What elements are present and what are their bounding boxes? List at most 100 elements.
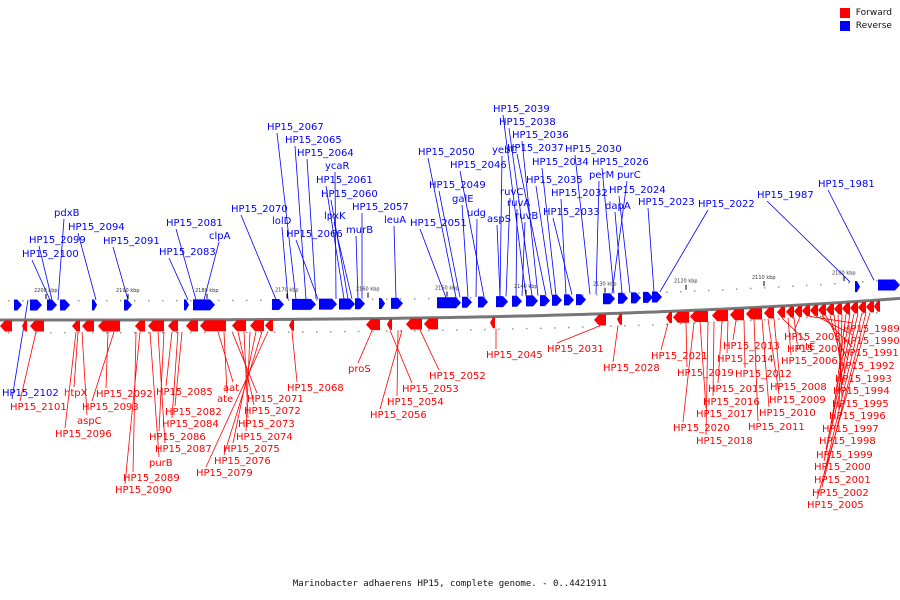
reverse-gene-arrow (526, 295, 538, 307)
reverse-gene-label: galE (452, 194, 474, 205)
label-leader-line (205, 331, 269, 468)
forward-gene-label: HP15_1991 (842, 348, 899, 359)
reverse-gene-arrow (272, 298, 284, 310)
forward-gene-arrow (712, 310, 728, 322)
scale-dot (400, 298, 402, 300)
scale-dot (246, 331, 248, 334)
label-leader-line (601, 167, 615, 294)
kbp-tick-label: 2100 kbp (832, 270, 856, 276)
forward-gene-label: HP15_2000 (814, 462, 871, 473)
forward-gene-label: HP15_2075 (223, 444, 280, 455)
label-leader-line (393, 225, 397, 299)
forward-gene-label: HP15_2008 (770, 382, 827, 393)
label-leader-line (389, 330, 413, 384)
scale-dot (288, 299, 290, 301)
reverse-gene-label: HP15_2032 (551, 188, 608, 199)
label-leader-line (175, 228, 197, 300)
scale-dot (764, 287, 766, 289)
label-leader-line (823, 313, 859, 462)
label-leader-line (647, 207, 655, 293)
scale-dot (638, 292, 640, 295)
forward-gene-arrow (666, 312, 672, 324)
label-leader-line (496, 224, 501, 297)
legend-forward-label: Forward (855, 8, 892, 18)
reverse-gene-label: HP15_2064 (297, 148, 354, 159)
label-leader-line (379, 330, 403, 410)
label-leader-line (396, 330, 399, 397)
label-leader-line (574, 154, 591, 295)
label-leader-line (821, 315, 853, 348)
label-leader-line (306, 158, 317, 300)
forward-gene-label: HP15_2017 (696, 409, 753, 420)
scale-dot (722, 289, 724, 291)
scale-dot (50, 331, 52, 334)
forward-gene-label: HP15_2101 (10, 402, 67, 413)
label-leader-line (781, 317, 807, 342)
label-leader-line (294, 145, 307, 300)
forward-gene-label: HP15_2092 (96, 389, 153, 400)
scale-dot (218, 331, 220, 334)
reverse-gene-label: HP15_2066 (286, 229, 343, 240)
forward-gene-arrow (794, 305, 802, 317)
scale-dot (862, 281, 864, 283)
forward-gene-label: HP15_1993 (835, 374, 892, 385)
label-leader-line (158, 331, 165, 432)
forward-gene-arrow (366, 319, 380, 331)
scale-dot (862, 313, 864, 315)
forward-gene-arrow (746, 308, 762, 320)
label-leader-line (660, 323, 669, 351)
reverse-gene-arrow (855, 281, 860, 293)
scale-dot (386, 298, 388, 300)
label-leader-line (743, 320, 746, 369)
forward-gene-label: HP15_2020 (673, 423, 730, 434)
scale-dot (218, 299, 220, 302)
label-leader-line (685, 322, 688, 368)
label-leader-line (705, 321, 709, 436)
scale-dot (834, 282, 836, 285)
label-leader-line (766, 200, 851, 283)
reverse-gene-label: ruvA (507, 198, 530, 209)
reverse-gene-label: HP15_1987 (757, 190, 814, 201)
kbp-tick-label: 2140 kbp (514, 284, 538, 290)
label-leader-line (165, 331, 173, 387)
label-leader-line (223, 331, 263, 456)
label-leader-line (732, 320, 737, 341)
label-leader-line (502, 114, 527, 296)
forward-gene-arrow (289, 319, 294, 331)
scale-dot (442, 329, 444, 332)
forward-gene-label: HP15_1989 (843, 324, 900, 335)
label-leader-line (516, 153, 547, 296)
reverse-gene-arrow (355, 298, 365, 310)
forward-gene-arrow (818, 304, 826, 316)
label-leader-line (124, 331, 141, 485)
scale-dot (36, 331, 38, 334)
label-leader-line (245, 331, 251, 432)
forward-gene-arrow (424, 318, 438, 330)
label-leader-line (717, 321, 723, 384)
forward-gene-arrow (186, 320, 198, 332)
scale-dot (848, 314, 850, 316)
forward-gene-label: HP15_2086 (149, 432, 206, 443)
reverse-gene-arrow (496, 296, 508, 308)
forward-gene-label: HP15_2071 (247, 394, 304, 405)
forward-gene-label: proS (348, 364, 371, 375)
reverse-gene-arrow (618, 292, 628, 304)
forward-gene-label: purB (149, 458, 173, 469)
reverse-gene-label: lpxK (324, 211, 346, 222)
forward-gene-arrow (810, 304, 818, 316)
scale-dot (736, 320, 738, 322)
forward-gene-label: HP15_2004 (787, 344, 844, 355)
forward-gene-arrow (72, 320, 80, 332)
forward-gene-label: HP15_2001 (814, 475, 871, 486)
scale-dot (666, 291, 668, 294)
label-leader-line (459, 170, 485, 297)
reverse-gene-arrow (124, 299, 132, 311)
forward-gene-label: HP15_1998 (819, 436, 876, 447)
scale-dot (568, 326, 570, 329)
scale-dot (232, 299, 234, 302)
label-leader-line (541, 167, 557, 296)
forward-gene-label: htpX (64, 388, 88, 399)
scale-dot (260, 299, 262, 302)
scale-dot (540, 327, 542, 330)
scale-dot (330, 331, 332, 333)
